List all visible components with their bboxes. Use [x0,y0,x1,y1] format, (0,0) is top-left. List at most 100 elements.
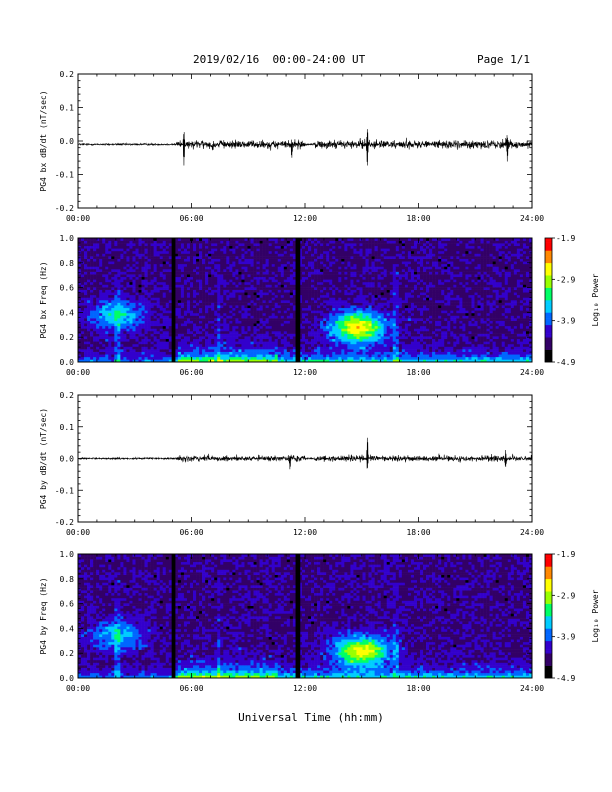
spectrogram-cell [256,271,260,275]
spectrogram-cell [202,261,206,265]
spectrogram-cell [138,256,142,259]
spectrogram-cell [90,333,94,337]
spectrogram-cell [268,261,273,265]
spectrogram-cell [168,287,173,290]
spectrogram-cell [99,320,103,324]
spectrogram-cell [329,279,333,283]
spectrogram-cell [123,305,127,309]
spectrogram-cell [271,333,276,337]
spectrogram-cell [305,294,309,298]
spectrogram-cell [84,346,88,350]
spectrogram-cell [174,323,179,327]
spectrogram-cell [132,312,136,316]
spectrogram-cell [268,263,273,267]
spectrogram-cell [78,243,82,247]
spectrogram-cell [165,248,170,252]
spectrogram-cells [78,238,533,363]
spectrogram-cell [138,320,142,324]
spectrogram-cell [202,287,206,290]
spectrogram-cell [150,312,154,316]
spectrogram-cell [277,315,282,319]
spectrogram-cell [111,323,115,327]
spectrogram-cell [223,281,227,285]
spectrogram-cell [371,336,375,340]
spectrogram-cell [129,261,133,265]
spectrogram-cell [220,325,224,329]
spectrogram-cell [183,336,188,340]
spectrogram-cell [314,338,318,342]
spectrogram-cell [120,269,124,272]
spectrogram-cell [199,256,203,259]
spectrogram-cell [108,297,112,301]
spectrogram-cell [362,320,366,324]
spectrogram-cell [268,281,273,285]
spectrogram-cell [205,284,209,288]
spectrogram-cell [129,328,133,332]
spectrogram-cell [123,343,127,347]
spectrogram-cell [368,336,372,340]
spectrogram-cell [117,333,121,337]
spectrogram-cell [262,258,266,262]
spectrogram-cell [220,307,224,311]
spectrogram-cell [226,343,230,347]
spectrogram-cell [350,256,354,259]
spectrogram-cell [289,305,294,309]
spectrogram-cell [147,302,151,306]
spectrogram-cell [174,297,179,301]
spectrogram-cell [274,248,279,252]
spectrogram-cell [301,292,306,296]
spectrogram-cell [317,315,321,319]
spectrogram-cell [229,266,233,270]
spectrogram-cell [141,284,145,288]
spectrogram-cell [280,320,285,324]
spectrogram-cell [135,305,139,309]
spectrogram-cell [159,307,164,311]
spectrogram-cell [105,245,109,249]
spectrogram-cell [289,292,294,296]
spectrogram-cell [311,354,315,358]
spectrogram-cell [186,279,191,283]
spectrogram-cell [81,318,85,321]
spectrogram-cell [326,325,330,329]
spectrogram-cell [126,292,130,296]
spectrogram-cell [208,351,212,355]
spectrogram-cell [193,328,197,332]
spectrogram-cell [183,263,188,267]
spectrogram-cell [338,312,342,316]
spectrogram-cell [180,263,185,267]
spectrogram-cell [144,294,148,298]
spectrogram-cell [283,307,288,311]
spectrogram-cell [280,351,285,355]
spectrogram-cell [226,289,230,293]
spectrogram-cell [180,354,185,358]
spectrogram-cell [317,292,321,296]
spectrogram-cell [350,346,354,350]
spectrogram-cell [120,310,124,314]
spectrogram-cell [78,305,82,309]
spectrogram-cell [105,307,109,311]
spectrogram-cell [262,320,266,324]
spectrogram-cell [292,258,297,262]
spectrogram-cell [256,359,260,363]
spectrogram-cell [156,279,161,283]
spectrogram-cell [326,240,330,244]
spectrogram-cell [280,336,285,340]
spectrogram-cell [289,302,294,306]
spectrogram-cell [132,315,136,319]
spectrogram-cell [265,266,269,270]
spectrogram-cell [177,294,182,298]
spectrogram-cell [186,343,191,347]
spectrogram-cell [244,279,248,283]
spectrogram-cell [208,248,212,252]
spectrogram-cell [241,274,245,278]
spectrogram-cell [123,256,127,259]
spectrogram-cell [353,250,357,254]
spectrogram-cell [314,292,318,296]
spectrogram-cell [262,338,266,342]
spectrogram-cell [356,351,360,355]
spectrogram-cell [244,294,248,298]
spectrogram-cell [99,289,103,293]
spectrogram-cell [241,248,245,252]
spectrogram-cell [123,356,127,360]
spectrogram-cell [326,310,330,314]
